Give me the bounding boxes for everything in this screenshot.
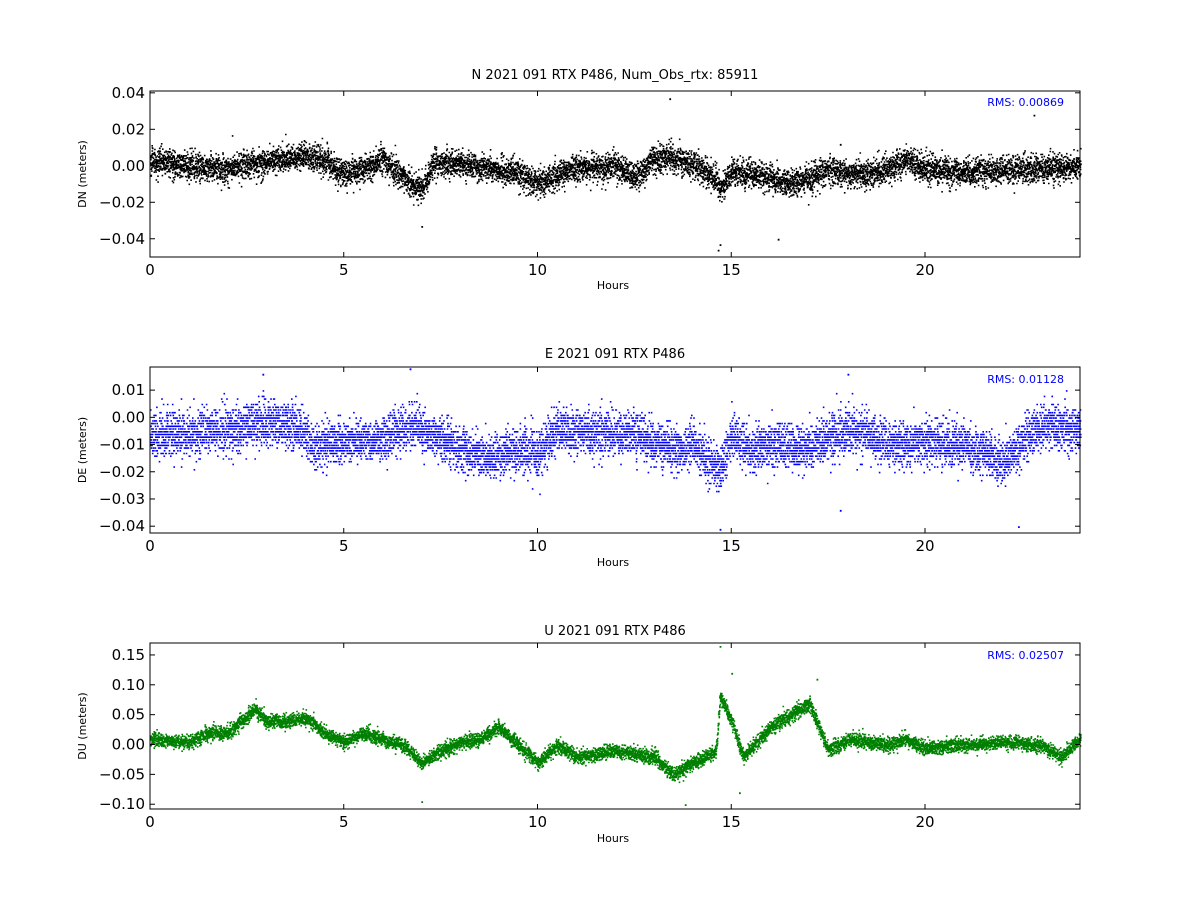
east-y-tick-label: −0.01 <box>99 436 145 454</box>
east-x-tick-label: 15 <box>722 537 741 555</box>
north-x-tick-label: 10 <box>528 261 547 279</box>
east-x-label: Hours <box>597 556 629 569</box>
up-x-label: Hours <box>597 832 629 845</box>
up-ticks: 0 5 10 15 20 −0.10 −0.05 0.00 0.05 0.10 0.15 <box>99 643 1080 831</box>
east-y-tick-label: 0.01 <box>112 381 145 399</box>
up-y-tick-label: 0.15 <box>112 646 145 664</box>
east-rms-label: RMS: 0.01128 <box>987 373 1064 386</box>
north-axes-frame <box>149 90 1081 258</box>
north-series-points <box>149 98 1082 252</box>
north-title: N 2021 091 RTX P486, Num_Obs_rtx: 85911 <box>472 68 759 83</box>
up-y-tick-label: 0.05 <box>112 706 145 724</box>
up-y-tick-label: −0.10 <box>99 795 145 813</box>
north-y-tick-label: 0.02 <box>112 120 145 138</box>
north-x-tick-label: 15 <box>722 261 741 279</box>
north-y-tick-label: 0.04 <box>112 84 145 102</box>
east-y-label: DE (meters) <box>76 417 89 483</box>
north-y-tick-label: −0.02 <box>99 193 145 211</box>
up-x-tick-label: 5 <box>339 813 349 831</box>
north-data-points <box>149 98 1082 252</box>
east-y-tick-label: −0.02 <box>99 463 145 481</box>
up-x-tick-label: 20 <box>915 813 934 831</box>
east-y-tick-label: −0.04 <box>99 517 145 535</box>
north-x-tick-label: 5 <box>339 261 349 279</box>
east-x-tick-label: 0 <box>145 537 155 555</box>
east-x-tick-label: 10 <box>528 537 547 555</box>
up-x-tick-label: 0 <box>145 813 155 831</box>
up-title: U 2021 091 RTX P486 <box>544 624 686 639</box>
east-panel: E 2021 091 RTX P486 0 5 10 15 20 −0.04 −0.03 −0… <box>76 347 1082 569</box>
up-axes-frame <box>149 642 1081 810</box>
east-title: E 2021 091 RTX P486 <box>545 347 685 362</box>
up-y-tick-label: 0.10 <box>112 676 145 694</box>
east-y-tick-label: 0.00 <box>112 408 145 426</box>
north-y-label: DN (meters) <box>76 140 89 208</box>
north-ticks: 0 5 10 15 20 −0.04 −0.02 0.00 0.02 0.04 <box>99 84 1080 279</box>
up-y-tick-label: 0.00 <box>112 736 145 754</box>
north-x-label: Hours <box>597 279 629 292</box>
up-x-tick-label: 15 <box>722 813 741 831</box>
north-y-tick-label: −0.04 <box>99 230 145 248</box>
up-x-tick-label: 10 <box>528 813 547 831</box>
up-rms-label: RMS: 0.02507 <box>987 649 1064 662</box>
north-x-tick-label: 0 <box>145 261 155 279</box>
north-y-tick-label: 0.00 <box>112 157 145 175</box>
up-y-tick-label: −0.05 <box>99 765 145 783</box>
up-panel: U 2021 091 RTX P486 0 5 10 15 20 −0.10 −0.05 0.… <box>76 624 1082 845</box>
east-x-tick-label: 5 <box>339 537 349 555</box>
north-rms-label: RMS: 0.00869 <box>987 96 1064 109</box>
up-y-label: DU (meters) <box>76 692 89 759</box>
east-axes-frame <box>149 366 1081 534</box>
north-x-tick-label: 20 <box>915 261 934 279</box>
east-y-tick-label: −0.03 <box>99 490 145 508</box>
east-x-tick-label: 20 <box>915 537 934 555</box>
north-panel: N 2021 091 RTX P486, Num_Obs_rtx: 85911 … <box>76 68 1082 292</box>
east-ticks: 0 5 10 15 20 −0.04 −0.03 −0.02 −0.01 0.00 0.01 <box>99 367 1080 555</box>
